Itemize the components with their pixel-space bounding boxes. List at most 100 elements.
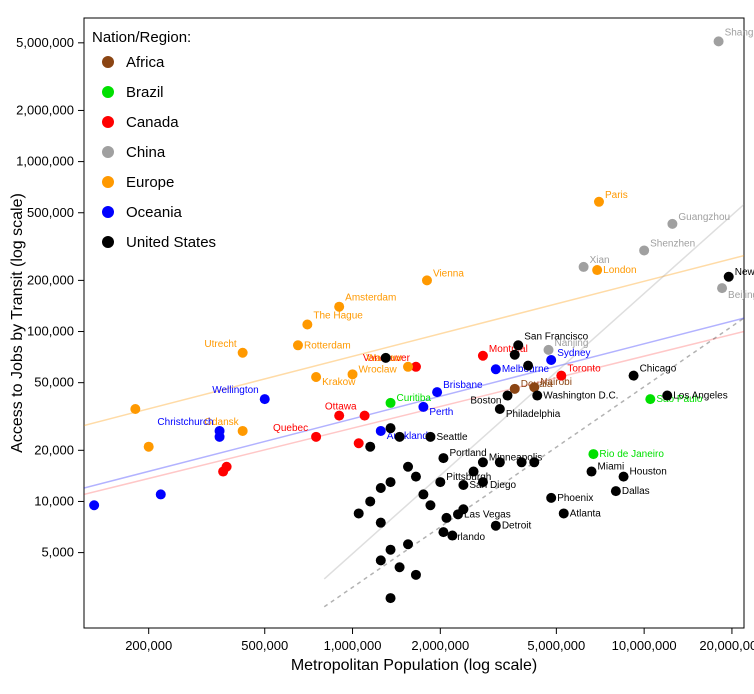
data-point xyxy=(594,197,604,207)
data-point-label: Brisbane xyxy=(443,380,483,391)
data-point xyxy=(546,493,556,503)
chart-svg: 200,000500,0001,000,0002,000,0005,000,00… xyxy=(0,0,754,694)
legend-marker xyxy=(102,86,114,98)
data-point xyxy=(376,483,386,493)
data-point-label: Paris xyxy=(605,190,628,201)
data-point xyxy=(588,449,598,459)
y-axis-label: Access to Jobs by Transit (log scale) xyxy=(9,193,26,453)
data-point-label: Christchurch xyxy=(157,417,213,428)
data-point xyxy=(348,369,358,379)
y-tick-label: 100,000 xyxy=(27,324,74,339)
x-tick-label: 500,000 xyxy=(241,638,288,653)
data-point xyxy=(645,394,655,404)
data-point xyxy=(495,457,505,467)
data-point xyxy=(89,500,99,510)
data-point xyxy=(667,219,677,229)
data-point xyxy=(662,391,672,401)
data-point xyxy=(418,402,428,412)
y-tick-label: 20,000 xyxy=(34,442,74,457)
data-point xyxy=(425,432,435,442)
data-point-label: Curitiba xyxy=(397,393,432,404)
y-tick-label: 5,000 xyxy=(41,545,74,560)
data-point xyxy=(458,480,468,490)
data-point-label: Rotterdam xyxy=(304,340,351,351)
data-point xyxy=(386,545,396,555)
data-point xyxy=(215,432,225,442)
data-point xyxy=(425,500,435,510)
legend-label: Brazil xyxy=(126,84,164,101)
data-point xyxy=(418,489,428,499)
data-point xyxy=(403,462,413,472)
data-point-label: Shanghai xyxy=(725,27,754,38)
data-point-label: Dallas xyxy=(622,486,650,497)
x-tick-label: 20,000,000 xyxy=(699,638,754,653)
legend-marker xyxy=(102,56,114,68)
data-point-label: Quebec xyxy=(273,423,308,434)
data-point xyxy=(491,364,501,374)
data-point xyxy=(302,319,312,329)
x-tick-label: 2,000,000 xyxy=(411,638,469,653)
y-tick-label: 200,000 xyxy=(27,272,74,287)
data-point xyxy=(503,391,513,401)
data-point xyxy=(260,394,270,404)
legend-label: Africa xyxy=(126,54,165,71)
data-point xyxy=(714,36,724,46)
legend-marker xyxy=(102,236,114,248)
data-point-label: Guangzhou xyxy=(678,212,730,223)
data-point xyxy=(544,345,554,355)
data-point xyxy=(495,404,505,414)
data-point xyxy=(523,361,533,371)
legend-marker xyxy=(102,176,114,188)
data-point xyxy=(395,432,405,442)
legend-marker xyxy=(102,146,114,158)
data-point xyxy=(395,562,405,572)
legend-label: Europe xyxy=(126,174,174,191)
data-point xyxy=(311,432,321,442)
data-point xyxy=(354,438,364,448)
data-point-label: The Hague xyxy=(313,310,363,321)
data-point-label: Houston xyxy=(630,467,667,478)
data-point-label: Auckland xyxy=(387,431,428,442)
data-point xyxy=(458,504,468,514)
data-point xyxy=(376,426,386,436)
data-point xyxy=(354,508,364,518)
data-point xyxy=(438,527,448,537)
data-point-label: Nairobi xyxy=(540,377,572,388)
data-point-label: Phoenix xyxy=(557,493,593,504)
data-point xyxy=(156,489,166,499)
legend-label: United States xyxy=(126,234,216,251)
data-point-label: Beijing xyxy=(728,290,754,301)
data-point xyxy=(469,467,479,477)
data-point xyxy=(386,398,396,408)
y-tick-label: 5,000,000 xyxy=(16,35,74,50)
data-point xyxy=(334,411,344,421)
data-point-label: Atlanta xyxy=(570,508,602,519)
data-point xyxy=(619,472,629,482)
data-point-label: Amsterdam xyxy=(345,293,396,304)
data-point xyxy=(592,265,602,275)
data-point-label: Los Angeles xyxy=(673,391,728,402)
data-point xyxy=(435,477,445,487)
x-tick-label: 5,000,000 xyxy=(527,638,585,653)
data-point-label: Las Vegas xyxy=(464,509,511,520)
data-point xyxy=(517,457,527,467)
legend-label: China xyxy=(126,144,166,161)
data-point-label: Washington D.C. xyxy=(543,391,618,402)
legend-title: Nation/Region: xyxy=(92,29,191,46)
data-point-label: San Diego xyxy=(469,480,516,491)
y-tick-label: 2,000,000 xyxy=(16,102,74,117)
data-point xyxy=(438,453,448,463)
data-point xyxy=(587,467,597,477)
data-point xyxy=(629,371,639,381)
data-point xyxy=(546,355,556,365)
data-point xyxy=(386,423,396,433)
data-point-label: Shenzhen xyxy=(650,238,695,249)
data-point xyxy=(532,391,542,401)
data-point xyxy=(403,539,413,549)
data-point xyxy=(144,442,154,452)
data-point xyxy=(381,353,391,363)
data-point-label: Philadelphia xyxy=(506,409,561,420)
data-point-label: New York City xyxy=(735,267,754,278)
data-point-label: Sydney xyxy=(557,348,590,359)
y-tick-label: 50,000 xyxy=(34,375,74,390)
